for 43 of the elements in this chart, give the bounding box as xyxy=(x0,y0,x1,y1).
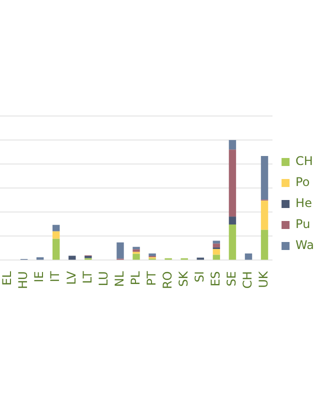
x-tick-label: SE xyxy=(224,271,239,286)
bar xyxy=(116,242,124,259)
x-tick-label: LT xyxy=(80,270,94,284)
bar xyxy=(132,254,140,260)
bar xyxy=(132,246,140,250)
x-tick-label: LV xyxy=(64,270,78,285)
bar xyxy=(228,216,236,225)
bar xyxy=(132,249,140,252)
bar xyxy=(228,140,236,150)
bar xyxy=(212,244,220,248)
bar xyxy=(244,253,252,260)
x-tick-label: SK xyxy=(176,270,190,287)
bar xyxy=(68,256,76,260)
x-tick-label: HU xyxy=(16,271,30,290)
x-tick-label: EL xyxy=(0,270,14,286)
bar xyxy=(52,231,60,239)
legend-label: Pu xyxy=(296,217,310,232)
bar xyxy=(260,200,268,230)
x-tick-label: PT xyxy=(144,270,158,286)
bar xyxy=(228,150,236,217)
x-tick-label: UK xyxy=(256,270,271,288)
x-tick-label: SI xyxy=(192,271,207,282)
legend-label: He xyxy=(296,196,312,210)
bar xyxy=(228,224,236,260)
x-tick-label: IE xyxy=(32,271,46,282)
bar xyxy=(260,156,268,200)
x-tick-label: RO xyxy=(160,271,174,289)
x-tick-label: NL xyxy=(112,270,126,287)
bar xyxy=(212,249,220,255)
x-tick-label: ES xyxy=(208,271,223,286)
x-tick-label: PL xyxy=(128,270,142,286)
legend-label: CH xyxy=(296,154,313,168)
legend-label: Wa xyxy=(296,238,314,252)
bar xyxy=(212,240,220,244)
bar xyxy=(84,256,92,258)
bar xyxy=(148,253,156,256)
x-tick-label: CH xyxy=(240,271,255,289)
bar xyxy=(52,224,60,232)
x-tick-label: IT xyxy=(48,270,62,282)
x-tick-label: LU xyxy=(96,271,110,286)
bar xyxy=(52,238,60,260)
bar xyxy=(260,230,268,260)
legend-label: Po xyxy=(296,175,310,190)
